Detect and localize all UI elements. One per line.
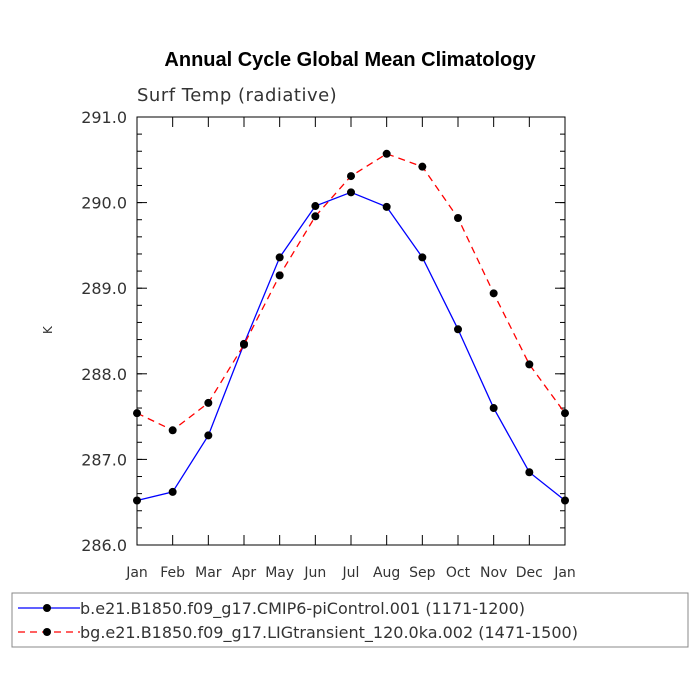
legend-label-2: bg.e21.B1850.f09_g17.LIGtransient_120.0k… bbox=[80, 623, 578, 643]
data-point bbox=[133, 409, 141, 418]
x-tick-label: May bbox=[265, 565, 294, 581]
data-point bbox=[525, 468, 534, 477]
data-point bbox=[240, 340, 248, 349]
data-point bbox=[168, 487, 177, 496]
legend-label-1: b.e21.B1850.f09_g17.CMIP6-piControl.001 … bbox=[80, 599, 525, 619]
x-tick-label: Jun bbox=[303, 565, 326, 581]
y-tick-label: 290.0 bbox=[81, 194, 127, 213]
y-tick-label: 288.0 bbox=[81, 365, 127, 384]
x-tick-label: Sep bbox=[409, 565, 436, 581]
data-point bbox=[275, 271, 284, 280]
data-point bbox=[204, 431, 213, 440]
data-point bbox=[489, 289, 498, 298]
data-point bbox=[204, 398, 213, 407]
data-point bbox=[382, 202, 391, 211]
plot-frame bbox=[136, 116, 566, 546]
y-axis-label: K bbox=[41, 325, 55, 334]
x-tick-label: Feb bbox=[160, 565, 185, 581]
data-point bbox=[133, 496, 141, 505]
legend-marker bbox=[43, 628, 51, 636]
legend-box bbox=[11, 592, 689, 648]
x-tick-label: Apr bbox=[232, 565, 256, 581]
x-tick-label: Jan bbox=[125, 565, 148, 581]
chart-title: Annual Cycle Global Mean Climatology bbox=[164, 49, 536, 71]
data-point bbox=[454, 325, 462, 334]
data-point bbox=[311, 212, 320, 221]
y-tick-label: 291.0 bbox=[81, 108, 127, 127]
data-point bbox=[454, 214, 462, 223]
axis-ticks: 286.0 287.0 288.0 289.0 290.0 291.0 Jan Feb Mar A… bbox=[81, 108, 576, 581]
data-point bbox=[418, 253, 427, 262]
y-tick-label: 286.0 bbox=[81, 536, 127, 555]
data-point bbox=[525, 360, 534, 369]
series-line-1 bbox=[136, 191, 566, 502]
data-point bbox=[275, 253, 284, 262]
data-point bbox=[347, 188, 355, 197]
y-tick-label: 287.0 bbox=[81, 450, 127, 469]
x-tick-label: Aug bbox=[373, 565, 400, 581]
series-layer bbox=[133, 149, 569, 505]
data-point bbox=[168, 426, 177, 435]
data-point bbox=[347, 172, 355, 181]
x-tick-label: Nov bbox=[480, 565, 507, 581]
x-tick-label: Mar bbox=[195, 565, 222, 581]
data-point bbox=[311, 202, 320, 211]
y-tick-label: 289.0 bbox=[81, 279, 127, 298]
data-point bbox=[561, 496, 569, 505]
x-tick-label: Jan bbox=[553, 565, 576, 581]
x-tick-label: Oct bbox=[446, 565, 471, 581]
data-point bbox=[561, 409, 569, 418]
x-tick-label: Jul bbox=[342, 565, 360, 581]
data-point bbox=[489, 404, 498, 413]
x-tick-label: Dec bbox=[516, 565, 543, 581]
legend: b.e21.B1850.f09_g17.CMIP6-piControl.001 … bbox=[18, 599, 578, 643]
data-point bbox=[418, 162, 427, 171]
chart-subtitle: Surf Temp (radiative) bbox=[137, 85, 337, 106]
legend-marker bbox=[43, 604, 51, 612]
data-point bbox=[382, 149, 391, 158]
